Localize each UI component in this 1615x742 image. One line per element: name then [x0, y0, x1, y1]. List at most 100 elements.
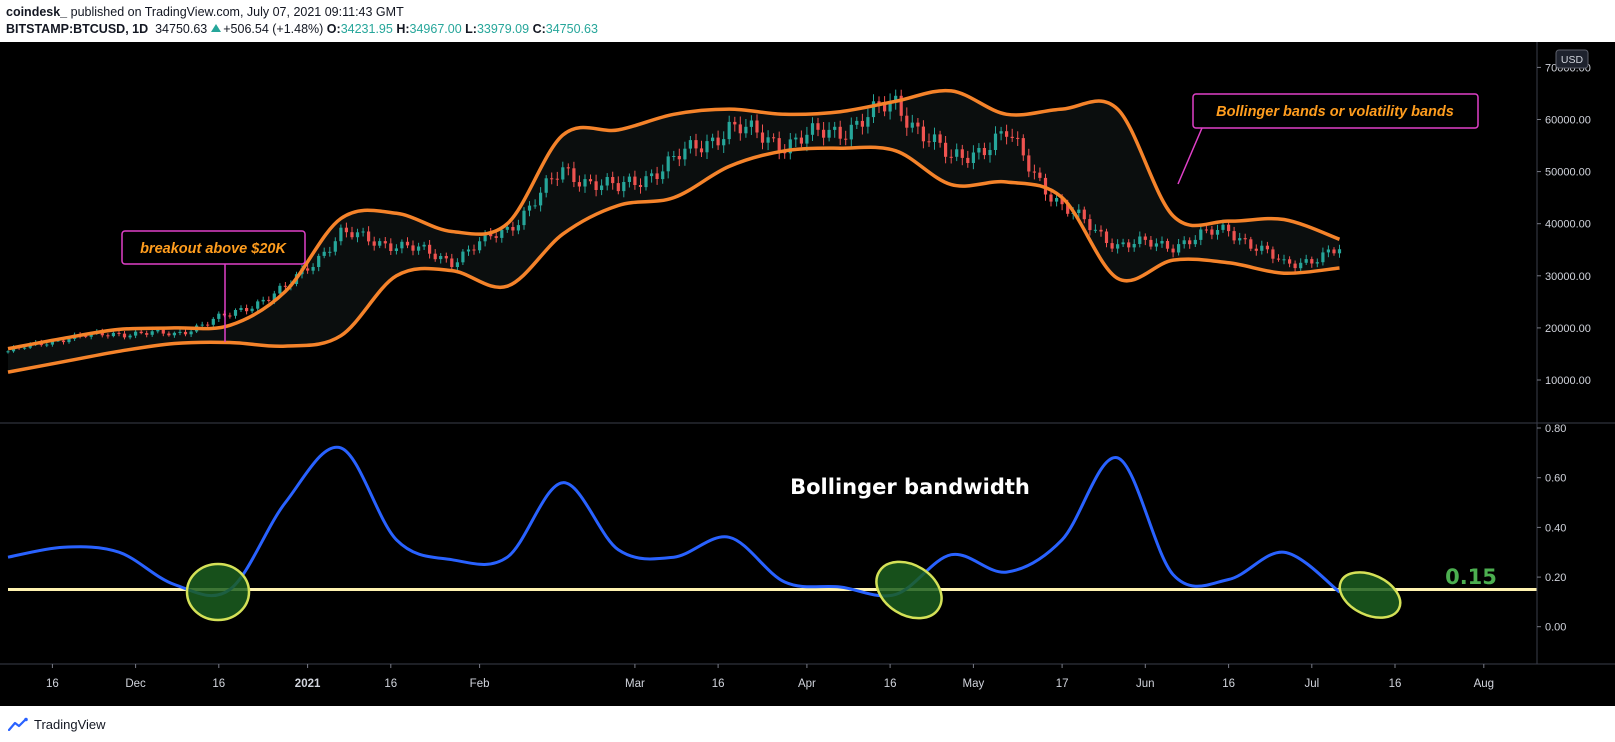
- time-tick-label: 16: [384, 678, 397, 690]
- candle-body: [544, 178, 548, 193]
- price-pane: [6, 88, 1342, 374]
- candle-body: [494, 236, 498, 238]
- close-label: C:: [532, 22, 546, 36]
- candle-body: [733, 121, 737, 125]
- tradingview-brand[interactable]: TradingView: [8, 715, 106, 733]
- candle-body: [566, 167, 570, 169]
- open-label: O:: [326, 22, 341, 36]
- candle-body: [1060, 198, 1064, 205]
- candle-body: [827, 129, 831, 138]
- last-price: 34750.63: [155, 22, 208, 36]
- candle-body: [594, 181, 598, 190]
- candle-body: [466, 249, 471, 252]
- candle-body: [539, 192, 543, 206]
- squeeze-ellipse-dec: [185, 562, 251, 622]
- candle-body: [866, 117, 870, 127]
- candle-body: [61, 340, 66, 343]
- candle-body: [982, 148, 986, 156]
- candle-body: [860, 120, 864, 127]
- candle-body: [433, 253, 437, 260]
- candle-body: [605, 177, 609, 186]
- candle-body: [1077, 209, 1081, 213]
- candle-body: [1160, 241, 1164, 244]
- candle-body: [1337, 249, 1342, 254]
- candle-body: [572, 168, 576, 182]
- bandwidth-axis[interactable]: 0.00 0.20 0.40 0.60 0.80: [1537, 423, 1566, 634]
- low-value: 33979.09: [476, 22, 530, 36]
- candle-body: [1127, 242, 1131, 248]
- candle-body: [760, 132, 765, 143]
- time-tick-label: 16: [1389, 678, 1402, 690]
- candle-body: [822, 129, 826, 138]
- candle-body: [694, 140, 698, 149]
- candle-body: [378, 241, 382, 246]
- ohlc-line: BITSTAMP:BTCUSD, 1D 34750.63 +506.54 (+1.…: [6, 22, 598, 36]
- candle-body: [350, 232, 354, 238]
- candle-body: [67, 338, 71, 343]
- open-value: 34231.95: [340, 22, 393, 36]
- candle-body: [1116, 244, 1120, 249]
- breakout-callout-box[interactable]: [121, 230, 306, 265]
- bands-callout-box[interactable]: [1192, 93, 1479, 129]
- candle-body: [810, 123, 815, 135]
- candle-body: [322, 251, 326, 256]
- candle-body: [1088, 219, 1092, 231]
- candle-body: [217, 313, 221, 319]
- candle-body: [450, 258, 454, 267]
- candle-body: [1293, 263, 1297, 269]
- candle-body: [600, 185, 604, 190]
- time-tick-label: Apr: [798, 678, 816, 690]
- candle-body: [444, 256, 448, 259]
- candle-body: [838, 126, 842, 139]
- candle-body: [1210, 229, 1214, 235]
- time-axis[interactable]: 16 Dec 16 2021 16 Feb Mar 16 Apr 16 May 17 Jun 16 Jul 1…: [0, 663, 1615, 690]
- candle-body: [1055, 198, 1059, 202]
- candle-body: [333, 241, 337, 252]
- candle-body: [178, 331, 182, 333]
- time-tick-label: 2021: [295, 678, 321, 690]
- candle-body: [189, 331, 193, 335]
- candle-body: [722, 139, 726, 146]
- candle-body: [1204, 229, 1208, 231]
- candle-body: [1016, 137, 1020, 139]
- candle-body: [533, 205, 537, 207]
- low-label: L:: [465, 22, 477, 36]
- candle-body: [666, 156, 670, 172]
- candle-body: [1138, 236, 1142, 244]
- currency-badge-box: [1555, 49, 1589, 69]
- candle-body: [1288, 259, 1292, 264]
- candle-body: [772, 137, 776, 139]
- candle-body: [400, 241, 404, 249]
- candle-body: [1182, 240, 1186, 245]
- author-name[interactable]: coindesk_: [6, 5, 68, 19]
- time-tick-label: 16: [712, 678, 725, 690]
- candle-body: [644, 176, 648, 188]
- candle-body: [588, 179, 593, 182]
- candle-body: [711, 137, 715, 142]
- candle-body: [699, 148, 704, 153]
- candle-body: [239, 308, 243, 310]
- price-chart[interactable]: Bollinger bandwidth 0.15 breakout above …: [0, 42, 1615, 706]
- candle-body: [683, 148, 687, 160]
- candle-body: [145, 333, 149, 335]
- candle-body: [1271, 249, 1275, 259]
- bands-callout-text: Bollinger bands or volatility bands: [1216, 104, 1454, 120]
- symbol-label: BITSTAMP:BTCUSD, 1D: [6, 22, 149, 36]
- price-axis[interactable]: 10000.00 20000.00 30000.00 40000.00 50000.00…: [1536, 42, 1591, 664]
- candle-body: [122, 333, 127, 338]
- price-change: +506.54 (+1.48%): [223, 22, 324, 36]
- currency-badge[interactable]: USD: [1555, 49, 1589, 69]
- candle-body: [45, 344, 49, 346]
- candle-body: [1082, 209, 1086, 220]
- candle-body: [228, 315, 232, 317]
- candle-body: [23, 347, 27, 349]
- squeeze-ellipse-apr: [875, 560, 943, 620]
- tradingview-logo-icon: [8, 717, 28, 731]
- candle-body: [916, 122, 920, 127]
- time-tick-label: Jul: [1304, 678, 1319, 690]
- candle-body: [1276, 258, 1281, 260]
- candle-body: [256, 301, 260, 309]
- candle-body: [1249, 239, 1253, 249]
- candle-body: [777, 138, 781, 152]
- candle-body: [799, 137, 803, 144]
